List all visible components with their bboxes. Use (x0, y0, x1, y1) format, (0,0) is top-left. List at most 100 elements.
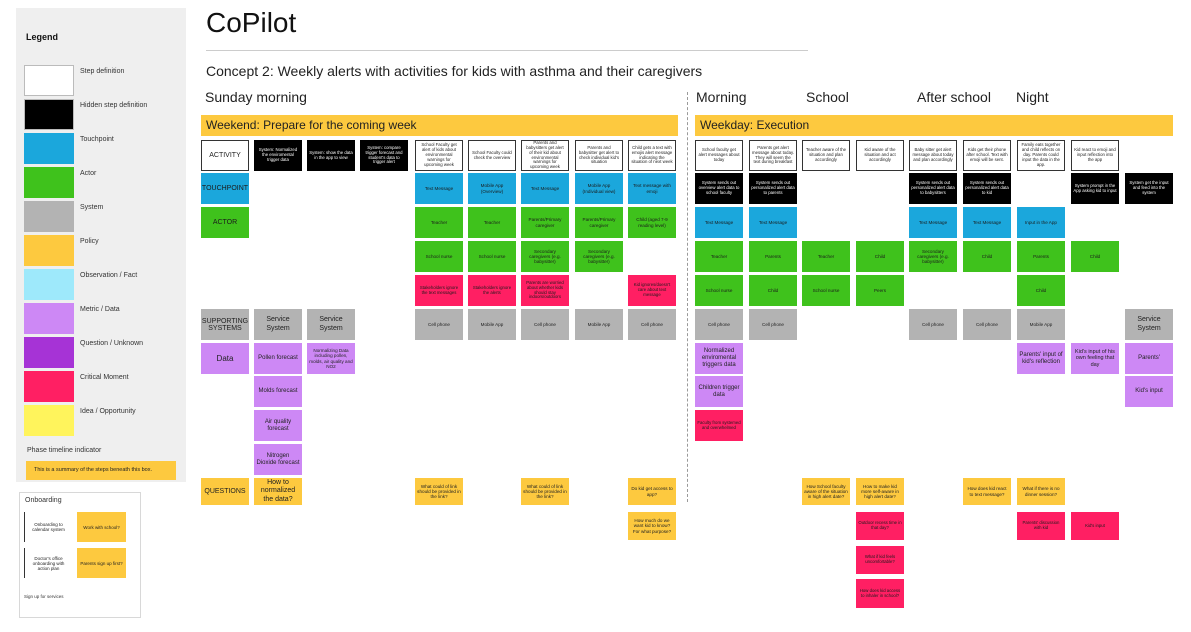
page-subtitle: Concept 2: Weekly alerts with activities… (206, 63, 703, 79)
activity-card: Teacher aware of the situation and plan … (802, 140, 850, 171)
touchpoint-card: Text Message (415, 173, 463, 204)
onboarding-card-calendar: Onboarding to calendar system (24, 512, 72, 542)
section-after-school: After school (917, 89, 991, 105)
touchpoint-card: Text Message (695, 207, 743, 238)
row-label-actor: ACTOR (201, 207, 249, 238)
activity-card: Kid react to emoji and input reflection … (1071, 140, 1119, 171)
touchpoint-card: System prompt in the App asking kid to i… (1071, 173, 1119, 204)
actor-card: Child (963, 241, 1011, 272)
data-card: Nitrogen Dioxide forecast (254, 444, 302, 475)
data-card: Normalizing Data including pollen, molds… (307, 343, 355, 374)
legend-label-hidden-step: Hidden step definition (80, 102, 148, 109)
section-morning: Morning (696, 89, 747, 105)
actor-card: Secondary caregivers (e.g. babysitter) (909, 241, 957, 272)
activity-card: Parents and babysitters get alert of the… (521, 140, 569, 171)
system-card: Service System (307, 309, 355, 340)
onboarding-note-school: Work with school? (77, 512, 126, 542)
activity-card: System: Normalized the enviromental trig… (254, 140, 302, 171)
actor-card: Teacher (695, 241, 743, 272)
actor-card: School nurse (415, 241, 463, 272)
system-card: Cell phone (749, 309, 797, 340)
system-card: Mobile App (1017, 309, 1065, 340)
legend-swatch-system (24, 201, 74, 232)
critical-moment-card: What if kid feels uncomfortable? (856, 546, 904, 574)
legend-swatch-touchpoint (24, 133, 74, 164)
question-card: How much do we want kid to know? For wha… (628, 512, 676, 540)
system-card: Cell phone (415, 309, 463, 340)
onboarding-signup-text: Sign up for services (24, 594, 64, 599)
legend-swatch-policy (24, 235, 74, 266)
activity-card: Parents and babysitter get alert to chec… (575, 140, 623, 171)
actor-card: Child (1017, 275, 1065, 306)
title-divider (206, 50, 808, 51)
legend-label-observation: Observation / Fact (80, 272, 138, 279)
phase-weekday: Weekday: Execution (695, 115, 1173, 136)
legend-swatch-question (24, 337, 74, 368)
onboarding-card-doctor: Doctor's office onboarding with action p… (24, 548, 72, 578)
actor-card: Parents (749, 241, 797, 272)
data-card: Kid's input of his own feeling that day (1071, 343, 1119, 374)
activity-card: Parents get alert message about today. T… (749, 140, 797, 171)
legend-label-actor: Actor (80, 170, 97, 177)
critical-moment-card: Stakeholders ignore the text messages (415, 275, 463, 306)
activity-card: Child gets a text with emojis alert mess… (628, 140, 676, 171)
activity-card: School Faculty get alert of kids about e… (415, 140, 463, 171)
legend-label-question: Question / Unknown (80, 340, 144, 347)
actor-card: Child (749, 275, 797, 306)
data-card: Molds forecast (254, 376, 302, 407)
data-card: Kid's input (1125, 376, 1173, 407)
legend-swatch-critical (24, 371, 74, 402)
section-sunday-morning: Sunday morning (205, 89, 307, 105)
critical-moment-card: Outdoor recess time in that day? (856, 512, 904, 540)
touchpoint-card: Text Message (909, 207, 957, 238)
question-card: What could of link should be provided in… (415, 478, 463, 505)
legend-title: Legend (26, 32, 59, 42)
activity-card: School faculty get alert messages about … (695, 140, 743, 171)
system-card: Cell phone (628, 309, 676, 340)
phase-indicator-sample: This is a summary of the steps beneath t… (26, 461, 176, 480)
critical-moment-card: Parents' discussion with kid (1017, 512, 1065, 540)
data-card: Normalized enviromental triggers data (695, 343, 743, 374)
legend-swatch-actor (24, 167, 74, 198)
row-label-data: Data (201, 343, 249, 374)
touchpoint-card: System get the input and feed into the s… (1125, 173, 1173, 204)
touchpoint-card: Text Message (749, 207, 797, 238)
system-card: Cell phone (521, 309, 569, 340)
system-card: Mobile App (575, 309, 623, 340)
activity-card: Kids get their phone after school. Text … (963, 140, 1011, 171)
actor-card: Teacher (415, 207, 463, 238)
actor-card: Peers (856, 275, 904, 306)
row-label-activity: ACTIVITY (201, 140, 249, 171)
actor-card: School nurse (468, 241, 516, 272)
legend-label-idea: Idea / Opportunity (80, 408, 136, 415)
section-school: School (806, 89, 849, 105)
system-card: Cell phone (695, 309, 743, 340)
question-card: What if there is no dinner session? (1017, 478, 1065, 505)
legend-label-touchpoint: Touchpoint (80, 136, 114, 143)
actor-card: Secondary caregivers (e.g. babysitter) (575, 241, 623, 272)
phase-weekend: Weekend: Prepare for the coming week (201, 115, 678, 136)
actor-card: Parents/Primary caregiver (521, 207, 569, 238)
activity-card: System: compare trigger forecast and stu… (360, 140, 408, 171)
touchpoint-card: Text Message (521, 173, 569, 204)
row-label-questions: QUESTIONS (201, 478, 249, 505)
actor-card: Child (856, 241, 904, 272)
touchpoint-card: System sends out personalized alert data… (749, 173, 797, 204)
actor-card: School nurse (695, 275, 743, 306)
activity-card: Family eats together and child reflects … (1017, 140, 1065, 171)
data-card: Air quality forecast (254, 410, 302, 441)
touchpoint-card: System sends out personalized alert data… (909, 173, 957, 204)
question-card: How School faculty aware of the situatio… (802, 478, 850, 505)
legend-label-system: System (80, 204, 104, 211)
onboarding-title: Onboarding (25, 497, 62, 504)
legend-label-step: Step definition (80, 68, 125, 75)
touchpoint-card: System sends out personalized alert data… (963, 173, 1011, 204)
section-night: Night (1016, 89, 1049, 105)
question-card: What could of link should be provided in… (521, 478, 569, 505)
actor-card: Parents/Primary caregiver (575, 207, 623, 238)
critical-moment-card: Faculty from systemed and overwhelmed (695, 410, 743, 441)
actor-card: School nurse (802, 275, 850, 306)
actor-card: Teacher (468, 207, 516, 238)
critical-moment-card: Stakeholders ignore the alerts (468, 275, 516, 306)
system-card: Cell phone (909, 309, 957, 340)
